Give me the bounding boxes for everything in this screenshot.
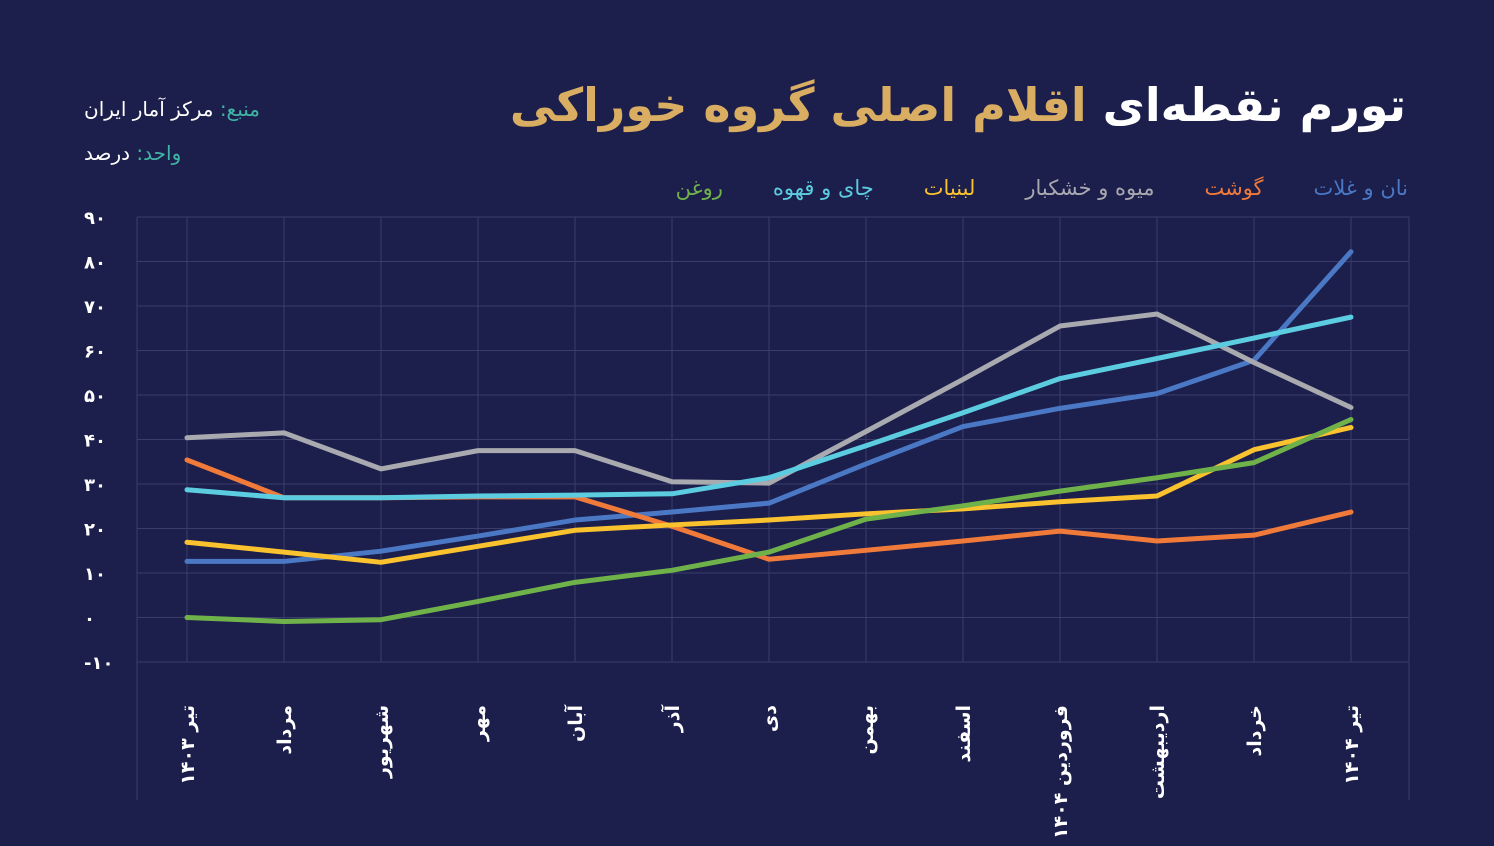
series-line [184,424,1354,565]
series-line [184,249,1354,564]
y-tick-label: ۵۰ [84,386,106,407]
legend-item: چای و قهوه [772,176,874,200]
title-part-white: تورم نقطه‌ای [1102,78,1406,132]
x-tick-label: مرداد [274,705,296,755]
y-tick-label: ۹۰ [84,208,106,229]
x-tick-label: دی [759,705,781,732]
y-tick-label: ۷۰ [84,297,106,318]
chart-title: تورم نقطه‌ای اقلام اصلی گروه خوراکی [510,78,1406,132]
unit-value: درصد [84,141,131,165]
legend-item: میوه و خشکبار [1025,176,1155,200]
source-note: منبع: مرکز آمار ایران [84,97,260,121]
x-tick-label: خرداد [1244,705,1266,757]
unit-label: واحد: [136,141,182,165]
y-tick-label: ۴۰ [84,431,106,452]
series-line [184,416,1354,625]
y-tick-label: ۲۰ [84,520,106,541]
x-tick-label: آبان [563,705,587,742]
x-tick-label: اسفند [953,705,975,763]
unit-note: واحد: درصد [84,141,181,165]
x-tick-label: تیر ۱۴۰۳ [177,705,199,785]
legend-item: نان و غلات [1313,176,1408,200]
x-tick-label: آذر [660,705,684,734]
x-tick-label: تیر ۱۴۰۴ [1341,705,1363,785]
legend: نان و غلات گوشت میوه و خشکبار لبنیات چای… [676,176,1408,200]
x-tick-label: فروردین ۱۴۰۴ [1050,705,1072,839]
y-tick-label: ۸۰ [84,253,106,274]
series-line [184,311,1354,486]
legend-item: روغن [675,176,723,200]
y-tick-label: ۶۰ [84,342,106,363]
series-line [184,314,1354,501]
legend-item: گوشت [1204,176,1264,200]
source-value: مرکز آمار ایران [84,97,214,121]
x-tick-label: بهمن [856,705,878,755]
y-tick-label: -۱۰ [84,653,113,674]
y-tick-label: ۳۰ [84,475,106,496]
x-tick-label: اردیبهشت [1147,705,1169,799]
legend-item: لبنیات [923,176,976,200]
title-part-gold: اقلام اصلی گروه خوراکی [509,78,1087,132]
y-tick-label: ۰ [84,609,95,630]
y-tick-label: ۱۰ [84,564,106,585]
x-tick-label: شهریور [371,705,393,779]
x-tick-label: مهر [468,705,490,742]
source-label: منبع: [219,97,260,121]
